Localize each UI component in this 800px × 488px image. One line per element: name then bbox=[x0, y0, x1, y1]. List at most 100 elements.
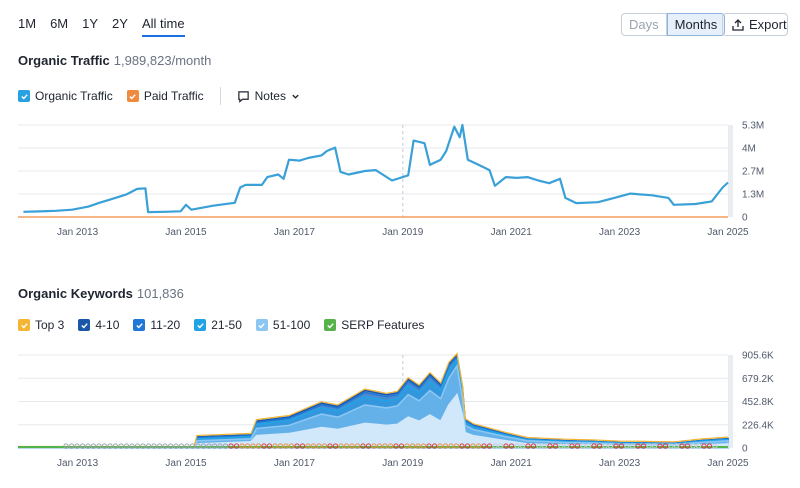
notes-icon bbox=[237, 90, 249, 103]
legend-11-20[interactable]: 11-20 bbox=[133, 318, 180, 332]
serp-feature-marker bbox=[563, 443, 570, 449]
serp-feature-marker bbox=[426, 443, 432, 449]
serp-feature-marker bbox=[140, 443, 146, 449]
serp-feature-marker bbox=[585, 443, 592, 449]
serp-feature-marker bbox=[90, 443, 97, 449]
serp-feature-marker bbox=[409, 443, 416, 449]
serp-feature-marker bbox=[184, 443, 190, 449]
serp-feature-marker bbox=[261, 443, 267, 449]
serp-feature-marker bbox=[580, 443, 586, 449]
serp-feature-marker bbox=[360, 443, 366, 449]
legend-51-100[interactable]: 51-100 bbox=[255, 318, 311, 332]
range-all-time[interactable]: All time bbox=[141, 16, 185, 37]
serp-feature-marker bbox=[145, 443, 152, 449]
legend-label: Top 3 bbox=[35, 318, 65, 332]
serp-feature-marker bbox=[684, 443, 691, 449]
range-1y[interactable]: 1Y bbox=[82, 16, 99, 31]
checkbox-icon bbox=[255, 319, 268, 331]
legend-4-10[interactable]: 4-10 bbox=[78, 318, 119, 332]
serp-feature-marker bbox=[156, 443, 163, 449]
serp-feature-marker bbox=[662, 443, 669, 449]
checkbox-icon bbox=[194, 319, 207, 331]
serp-feature-marker bbox=[602, 443, 608, 449]
serp-feature-marker bbox=[569, 443, 575, 449]
serp-feature-marker bbox=[442, 443, 449, 449]
serp-feature-marker bbox=[591, 443, 597, 449]
serp-feature-marker bbox=[651, 443, 658, 449]
organic-traffic-chart: 0 1.3M 2.7M 4M 5.3M Jan 2013 Jan 2015 Jan 2017 J… bbox=[18, 121, 764, 238]
serp-feature-marker bbox=[481, 443, 487, 449]
x-tick-label: Jan 2017 bbox=[274, 227, 316, 238]
legend-label: Organic Traffic bbox=[35, 89, 113, 103]
x-tick-label: Jan 2017 bbox=[274, 458, 316, 469]
keywords-legend: Top 3 4-10 11-20 21-50 51-100 SERP Features bbox=[18, 318, 424, 332]
serp-feature-marker bbox=[470, 443, 476, 449]
serp-feature-marker bbox=[112, 443, 119, 449]
serp-feature-marker bbox=[332, 443, 339, 449]
legend-serp-features[interactable]: SERP Features bbox=[324, 318, 424, 332]
serp-feature-marker bbox=[211, 443, 218, 449]
legend-top-3[interactable]: Top 3 bbox=[18, 318, 64, 332]
y-tick-label: 452.8K bbox=[742, 397, 774, 408]
serp-feature-marker bbox=[624, 443, 630, 449]
legend-label: 4-10 bbox=[95, 318, 120, 332]
serp-feature-marker bbox=[497, 443, 504, 449]
serp-feature-marker bbox=[701, 443, 707, 449]
serp-feature-marker bbox=[415, 443, 421, 449]
legend-organic-traffic[interactable]: Organic Traffic bbox=[18, 89, 113, 103]
serp-feature-marker bbox=[79, 443, 86, 449]
serp-feature-marker bbox=[250, 443, 256, 449]
y-tick-label: 4M bbox=[742, 144, 756, 155]
checkbox-icon bbox=[78, 319, 91, 331]
serp-feature-marker bbox=[272, 443, 278, 449]
x-tick-label: Jan 2023 bbox=[599, 227, 641, 238]
serp-feature-marker bbox=[255, 443, 262, 449]
serp-feature-marker bbox=[96, 443, 102, 449]
serp-feature-marker bbox=[420, 443, 427, 449]
serp-feature-marker bbox=[68, 443, 75, 449]
range-2y[interactable]: 2Y bbox=[112, 16, 128, 31]
notes-label: Notes bbox=[254, 89, 286, 103]
serp-feature-marker bbox=[200, 443, 207, 449]
series-area-51-100 bbox=[18, 392, 729, 449]
x-tick-label: Jan 2015 bbox=[165, 458, 207, 469]
serp-feature-marker bbox=[321, 443, 328, 449]
range-1m[interactable]: 1M bbox=[18, 16, 37, 31]
months-button[interactable]: Months bbox=[666, 13, 726, 36]
y-tick-label: 5.3M bbox=[742, 121, 764, 132]
legend-paid-traffic[interactable]: Paid Traffic bbox=[126, 89, 204, 103]
serp-feature-marker bbox=[668, 443, 674, 449]
legend-label: 51-100 bbox=[272, 318, 311, 332]
serp-feature-marker bbox=[679, 443, 685, 449]
serp-feature-marker bbox=[206, 443, 212, 449]
serp-feature-marker bbox=[613, 443, 619, 449]
legend-label: SERP Features bbox=[341, 318, 425, 332]
checkbox-icon bbox=[133, 319, 146, 331]
y-tick-label: 1.3M bbox=[742, 190, 764, 201]
serp-feature-marker bbox=[536, 443, 542, 449]
serp-feature-marker bbox=[173, 443, 179, 449]
serp-feature-marker bbox=[101, 443, 108, 449]
axis-track bbox=[728, 355, 733, 448]
serp-feature-marker bbox=[277, 443, 284, 449]
serp-feature-marker bbox=[503, 443, 509, 449]
serp-feature-marker bbox=[431, 443, 438, 449]
legend-21-50[interactable]: 21-50 bbox=[194, 318, 242, 332]
serp-feature-marker bbox=[547, 443, 553, 449]
serp-feature-marker bbox=[371, 443, 377, 449]
traffic-title: Organic Traffic 1,989,823/month bbox=[18, 53, 211, 68]
serp-feature-marker bbox=[398, 443, 405, 449]
notes-dropdown[interactable]: Notes bbox=[237, 89, 300, 103]
serp-feature-marker bbox=[107, 443, 113, 449]
serp-feature-marker bbox=[354, 443, 361, 449]
days-button[interactable]: Days bbox=[621, 13, 667, 36]
serp-feature-marker bbox=[338, 443, 344, 449]
range-6m[interactable]: 6M bbox=[50, 16, 69, 31]
checkbox-icon bbox=[324, 319, 337, 331]
series-line-organic-traffic bbox=[23, 123, 729, 214]
traffic-legend: Organic Traffic Paid Traffic Notes bbox=[18, 87, 300, 105]
serp-feature-marker bbox=[228, 443, 234, 449]
export-button[interactable]: Export bbox=[722, 13, 788, 36]
serp-feature-marker bbox=[459, 443, 465, 449]
serp-feature-marker bbox=[574, 443, 581, 449]
